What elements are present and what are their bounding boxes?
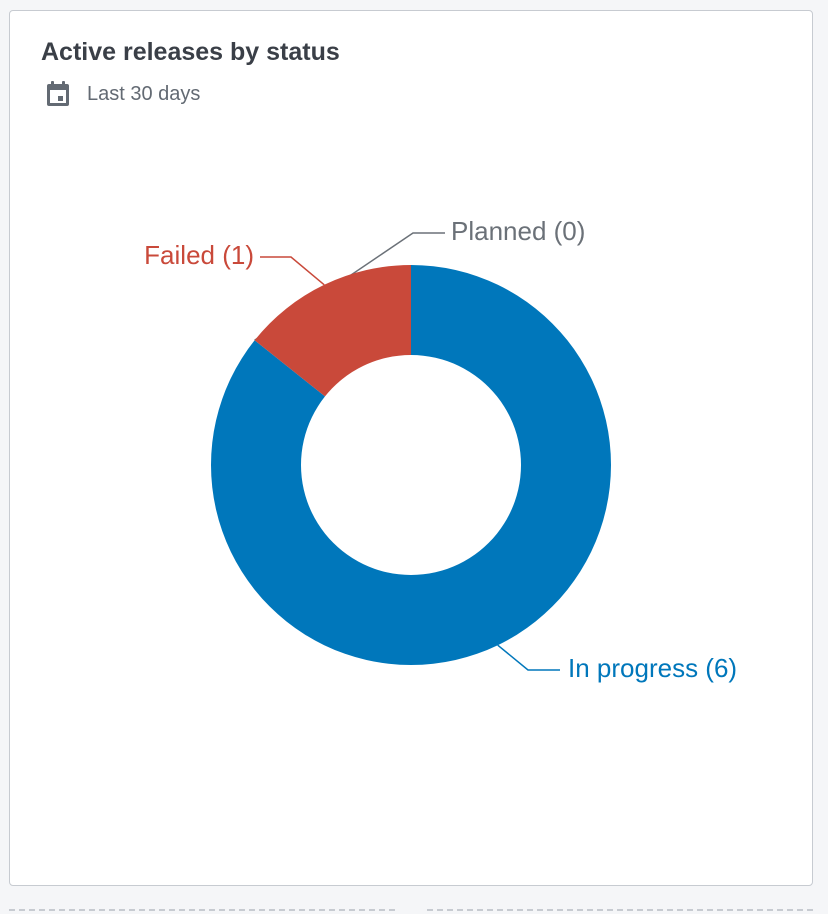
card-title: Active releases by status (41, 38, 340, 66)
leader-line-in-progress (497, 644, 560, 671)
slice-label-in-progress: In progress (6) (568, 653, 737, 683)
slice-failed[interactable] (254, 265, 411, 397)
slice-label-planned: Planned (0) (451, 216, 585, 246)
divider-right (427, 909, 813, 911)
date-range-label: Last 30 days (87, 82, 201, 105)
slice-label-failed: Failed (1) (144, 240, 254, 270)
date-range-row: Last 30 days (43, 79, 200, 109)
slice-in-progress[interactable] (210, 265, 611, 665)
divider-left (9, 909, 395, 911)
leader-line-failed (260, 256, 325, 286)
chart-card: Active releases by status Last 30 days (9, 10, 813, 886)
calendar-icon (47, 81, 69, 106)
